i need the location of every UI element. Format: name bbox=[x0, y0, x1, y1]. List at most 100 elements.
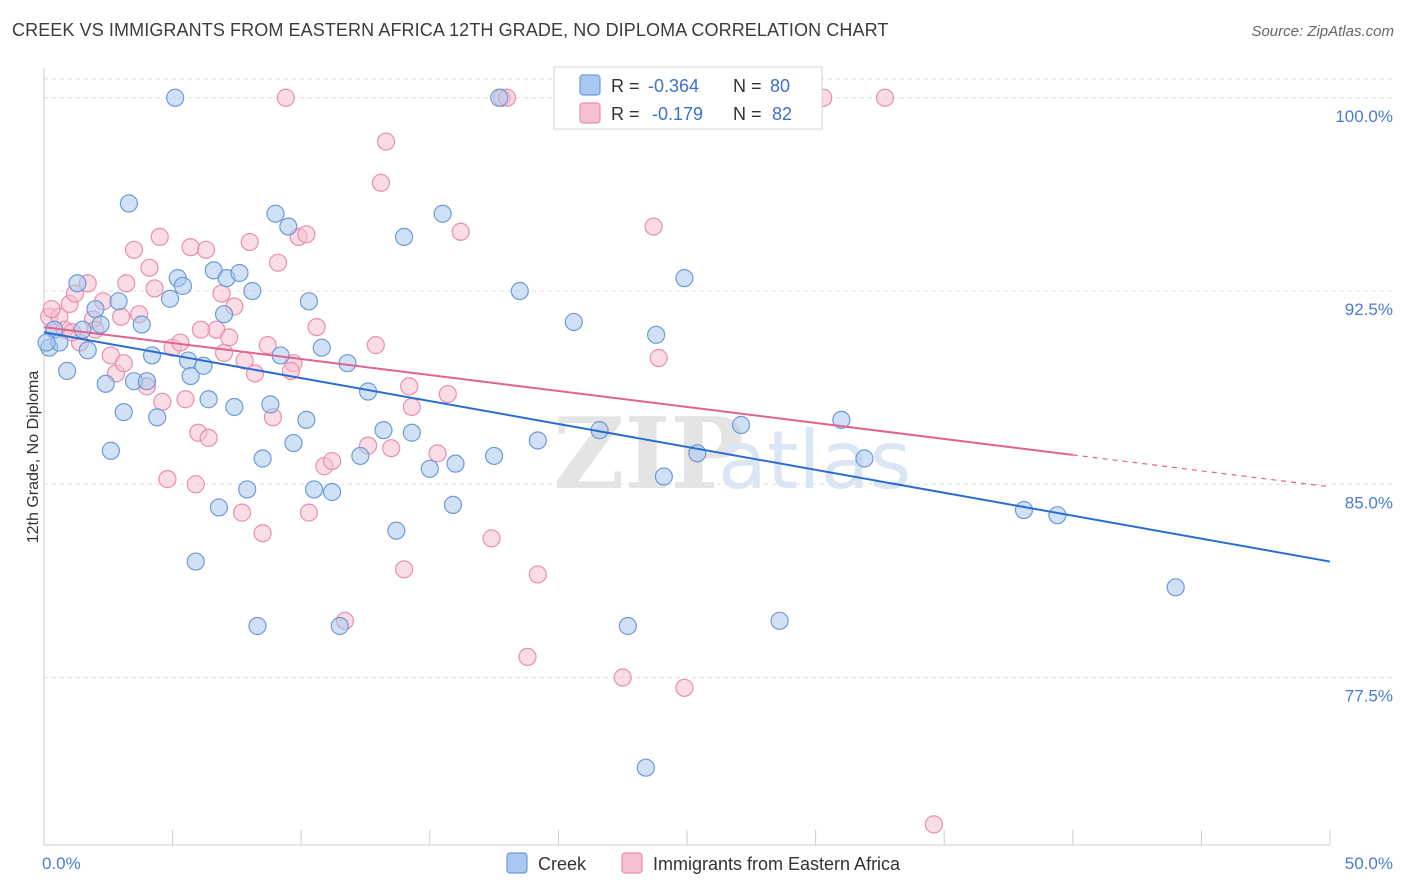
trend-lines bbox=[43, 326, 1331, 563]
immig-point bbox=[268, 253, 288, 272]
creek-point bbox=[261, 395, 280, 414]
immig-point bbox=[366, 336, 385, 355]
creek-point bbox=[330, 616, 349, 636]
immig-point bbox=[124, 240, 144, 259]
legend-creek-n-value: 80 bbox=[770, 76, 790, 96]
creek-point bbox=[510, 281, 529, 301]
watermark-zip: ZIP bbox=[553, 397, 744, 512]
immig-point bbox=[212, 284, 231, 303]
creek-point bbox=[160, 289, 180, 308]
legend-immig-n-label: N = bbox=[733, 104, 762, 124]
x-tick-label: 50.0% bbox=[1345, 854, 1393, 873]
creek-point bbox=[109, 292, 128, 311]
immig-point bbox=[240, 232, 259, 252]
immig-point bbox=[158, 470, 177, 489]
creek-point bbox=[137, 372, 156, 391]
immig-point bbox=[451, 222, 470, 241]
creek-point bbox=[181, 366, 200, 386]
bottom-legend-immig-label: Immigrants from Eastern Africa bbox=[653, 854, 901, 874]
immig-point bbox=[400, 377, 419, 396]
immig-point bbox=[214, 343, 234, 362]
immig-point bbox=[394, 560, 414, 579]
creek-point bbox=[73, 320, 92, 339]
creek-point bbox=[284, 433, 303, 453]
creek-point bbox=[832, 410, 851, 429]
creek-point bbox=[266, 204, 285, 223]
creek-point bbox=[86, 299, 105, 319]
y-tick-label: 85.0% bbox=[1345, 493, 1393, 512]
creek-point bbox=[770, 611, 789, 630]
immig-point bbox=[322, 451, 342, 471]
creek-point bbox=[178, 351, 198, 370]
creek-point bbox=[114, 403, 133, 422]
creek-point bbox=[1014, 500, 1034, 520]
creek-point bbox=[374, 421, 393, 440]
creek-point bbox=[299, 292, 319, 311]
immig-point bbox=[675, 678, 694, 697]
immig-point bbox=[145, 279, 164, 298]
immig-point bbox=[258, 336, 277, 355]
immig-point bbox=[232, 503, 252, 522]
immig-point bbox=[112, 307, 131, 326]
creek-points bbox=[37, 88, 1185, 777]
bottom-legend-creek-swatch bbox=[506, 852, 528, 874]
watermark-atlas: atlas bbox=[718, 414, 911, 507]
y-tick-label: 92.5% bbox=[1345, 300, 1393, 319]
creek-point bbox=[173, 276, 192, 295]
creek-point bbox=[119, 194, 138, 213]
creek-point bbox=[636, 758, 655, 777]
creek-point bbox=[387, 521, 406, 540]
immig-trend-line bbox=[43, 326, 1073, 456]
immig-point bbox=[924, 815, 944, 834]
immig-point bbox=[428, 444, 447, 463]
immig-point bbox=[307, 317, 326, 337]
immig-point bbox=[191, 320, 210, 339]
creek-point bbox=[132, 315, 151, 334]
legend-creek-r-label: R = bbox=[611, 76, 640, 96]
creek-point bbox=[446, 454, 465, 473]
immig-point bbox=[117, 274, 136, 293]
creek-point bbox=[238, 480, 257, 499]
creek-point bbox=[214, 305, 234, 324]
immig-point bbox=[402, 397, 421, 417]
creek-point bbox=[225, 397, 244, 417]
immig-point bbox=[376, 132, 396, 151]
immig-point bbox=[518, 647, 537, 667]
creek-point bbox=[68, 274, 87, 293]
creek-point bbox=[248, 616, 267, 636]
y-tick-label: 100.0% bbox=[1335, 107, 1393, 126]
immig-point bbox=[199, 428, 218, 447]
creek-point bbox=[101, 441, 120, 460]
stats-legend: R = -0.364 N = 80 R = -0.179 N = 82 bbox=[553, 66, 823, 130]
source-label: Source: ZipAtlas.com bbox=[1251, 23, 1394, 40]
y-axis-label: 12th Grade, No Diploma bbox=[25, 371, 42, 544]
y-tick-label: 77.5% bbox=[1345, 687, 1393, 706]
immig-point bbox=[382, 439, 401, 458]
immig-point bbox=[438, 384, 457, 404]
creek-point bbox=[96, 374, 115, 393]
creek-point bbox=[675, 269, 694, 288]
creek-point bbox=[490, 88, 509, 107]
creek-point bbox=[253, 449, 272, 468]
creek-point bbox=[443, 495, 463, 514]
creek-point bbox=[564, 312, 583, 332]
immig-point bbox=[253, 524, 272, 543]
creek-point bbox=[1166, 578, 1185, 597]
creek-point bbox=[297, 410, 316, 429]
creek-point bbox=[243, 281, 262, 301]
legend-immig-n-value: 82 bbox=[772, 104, 792, 124]
immig-point bbox=[181, 238, 200, 257]
creek-point bbox=[647, 325, 666, 344]
creek-point bbox=[351, 446, 370, 466]
creek-point bbox=[322, 482, 342, 502]
creek-point bbox=[166, 88, 185, 107]
creek-trend-line bbox=[43, 331, 1331, 563]
creek-point bbox=[402, 423, 421, 442]
creek-point bbox=[78, 341, 97, 360]
creek-point bbox=[312, 338, 331, 357]
creek-point bbox=[199, 390, 218, 409]
creek-point bbox=[528, 431, 547, 450]
creek-point bbox=[1048, 506, 1067, 525]
legend-creek-n-label: N = bbox=[733, 76, 762, 96]
x-tick-labels: 0.0% 50.0% bbox=[42, 854, 1393, 873]
